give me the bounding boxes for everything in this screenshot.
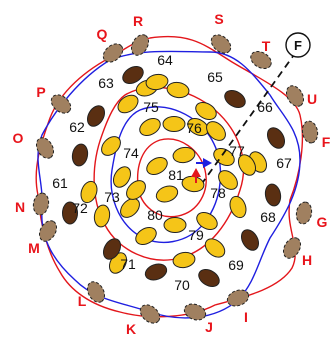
outer-letter-f: F: [322, 134, 331, 150]
gray-bead: [282, 237, 302, 259]
yellow-bead: [155, 185, 179, 203]
yellow-bead: [93, 204, 111, 228]
dark-bead: [102, 238, 122, 260]
yellow-bead: [181, 175, 205, 193]
dark-bead: [224, 89, 246, 109]
cell-number-71: 71: [120, 256, 136, 272]
arrow-blue-head-icon: [203, 158, 212, 168]
dark-bead: [62, 201, 78, 225]
dark-bead: [144, 263, 168, 281]
yellow-bead: [80, 180, 98, 204]
dark-bead: [266, 127, 286, 149]
cell-number-76: 76: [186, 120, 202, 136]
outer-letter-u: U: [307, 91, 317, 107]
cell-number-70: 70: [174, 277, 190, 293]
outer-letter-l: L: [78, 293, 87, 309]
cell-number-72: 72: [72, 200, 88, 216]
cell-number-67: 67: [276, 155, 292, 171]
yellow-bead: [117, 94, 139, 114]
yellow-bead: [218, 170, 238, 190]
outer-letter-g: G: [317, 214, 328, 230]
marker-label: F: [294, 38, 302, 53]
yellow-bead: [120, 198, 140, 218]
dark-bead: [86, 105, 106, 127]
yellow-bead: [112, 166, 132, 188]
cell-number-65: 65: [207, 69, 223, 85]
cell-number-79: 79: [188, 227, 204, 243]
cell-number-62: 62: [69, 119, 85, 135]
yellow-bead: [204, 238, 226, 258]
marker-circle: [285, 32, 311, 58]
yellow-bead: [163, 217, 187, 233]
dark-bead: [71, 143, 89, 167]
gray-bead: [130, 34, 150, 56]
outer-letter-n: N: [15, 199, 25, 215]
gray-bead: [50, 94, 72, 114]
yellow-bead: [126, 180, 146, 200]
gray-bead: [35, 137, 55, 159]
outer-letter-h: H: [302, 252, 312, 268]
yellow-bead: [196, 211, 218, 231]
gray-bead: [285, 85, 305, 107]
yellow-bead: [146, 156, 168, 176]
yellow-bead: [229, 195, 247, 219]
yellow-bead: [206, 121, 226, 141]
gray-bead: [86, 281, 106, 303]
gray-bead: [139, 304, 161, 324]
cell-number-78: 78: [210, 185, 226, 201]
cell-number-77: 77: [229, 143, 245, 159]
cell-number-80: 80: [147, 207, 163, 223]
cell-number-69: 69: [228, 257, 244, 273]
yellow-bead: [135, 226, 157, 246]
gray-bead: [210, 34, 232, 54]
cell-number-64: 64: [157, 52, 173, 68]
cell-number-81: 81: [168, 167, 184, 183]
outer-letter-p: P: [36, 84, 45, 100]
outer-letter-k: K: [126, 321, 136, 337]
dark-bead: [240, 229, 260, 251]
gray-bead: [38, 220, 58, 242]
yellow-bead: [162, 116, 186, 132]
arrow-red-head-icon: [191, 168, 201, 177]
dashed-pointer-line: [202, 51, 297, 183]
outer-letter-i: I: [244, 309, 248, 325]
outer-letter-m: M: [28, 240, 40, 256]
outer-letter-j: J: [205, 319, 213, 335]
dark-bead: [198, 268, 220, 288]
dark-bead: [264, 183, 282, 207]
gray-bead: [102, 43, 124, 63]
yellow-bead: [166, 81, 190, 99]
cell-number-74: 74: [123, 145, 139, 161]
dark-bead: [122, 65, 144, 85]
outer-letter-t: T: [262, 38, 271, 54]
cell-number-63: 63: [98, 75, 114, 91]
cell-number-73: 73: [104, 189, 120, 205]
yellow-bead: [195, 101, 217, 121]
outer-letter-o: O: [13, 130, 24, 146]
gray-bead: [301, 120, 319, 144]
cell-number-66: 66: [257, 99, 273, 115]
gray-bead: [32, 192, 50, 216]
yellow-bead: [172, 251, 196, 269]
outer-letter-r: R: [133, 13, 143, 29]
outer-letter-s: S: [214, 11, 223, 27]
yellow-bead: [139, 117, 161, 137]
cell-number-61: 61: [52, 175, 68, 191]
gray-bead: [226, 289, 250, 307]
gray-bead: [250, 50, 272, 70]
red-core: [136, 138, 207, 218]
yellow-bead: [237, 154, 257, 176]
outer-letter-q: Q: [97, 26, 108, 42]
yellow-bead: [101, 136, 121, 156]
cell-number-68: 68: [260, 209, 276, 225]
cell-number-75: 75: [143, 99, 159, 115]
yellow-bead: [172, 146, 196, 164]
yellow-bead: [145, 73, 169, 91]
gray-bead: [295, 201, 313, 225]
gray-bead: [183, 303, 207, 321]
